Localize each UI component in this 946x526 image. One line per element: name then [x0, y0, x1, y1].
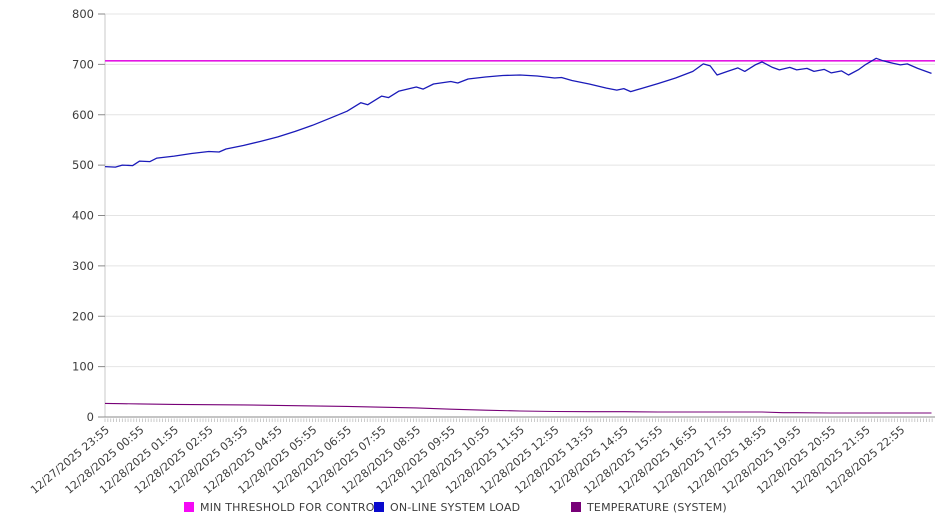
legend-swatch-temperature-icon — [571, 502, 581, 512]
legend-item-temperature[interactable]: TEMPERATURE (SYSTEM) — [571, 500, 727, 514]
legend-label: TEMPERATURE (SYSTEM) — [587, 500, 727, 514]
legend-swatch-system-load-icon — [374, 502, 384, 512]
y-tick-label: 700 — [72, 57, 94, 71]
y-tick-label: 600 — [72, 108, 94, 122]
y-tick-label: 800 — [72, 7, 94, 21]
y-tick-label: 0 — [87, 410, 94, 424]
y-tick-label: 200 — [72, 309, 94, 323]
legend-label: MIN THRESHOLD FOR CONTROL — [200, 500, 381, 514]
y-tick-label: 500 — [72, 158, 94, 172]
y-tick-label: 400 — [72, 209, 94, 223]
legend-item-min-threshold[interactable]: MIN THRESHOLD FOR CONTROL — [184, 500, 381, 514]
legend-label: ON-LINE SYSTEM LOAD — [390, 500, 521, 514]
series-line-temperature-system — [104, 402, 932, 414]
chart-legend: MIN THRESHOLD FOR CONTROL ON-LINE SYSTEM… — [0, 500, 946, 516]
legend-swatch-min-threshold-icon — [184, 502, 194, 512]
y-tick-label: 300 — [72, 259, 94, 273]
legend-item-system-load[interactable]: ON-LINE SYSTEM LOAD — [374, 500, 520, 514]
series-line-on-line-system-load — [104, 57, 932, 168]
y-tick-label: 100 — [72, 360, 94, 374]
